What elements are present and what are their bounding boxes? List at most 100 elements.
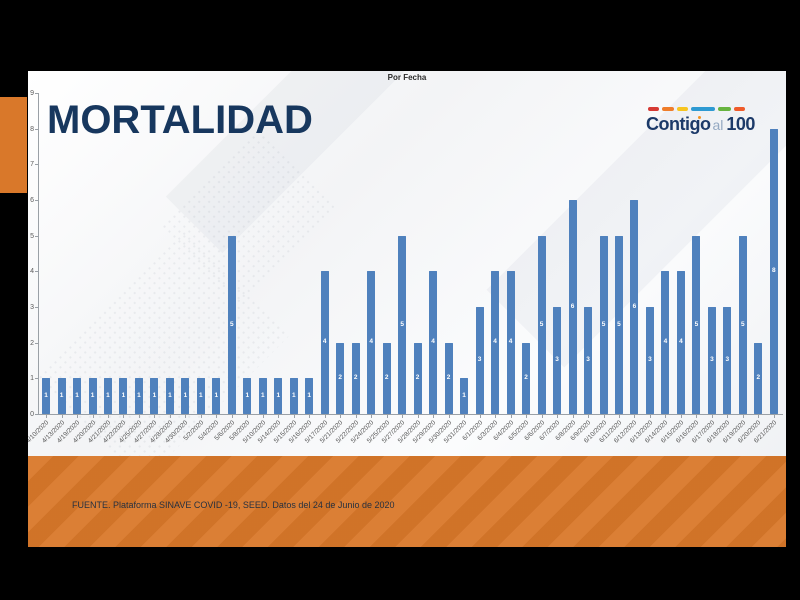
- bar: 2: [336, 342, 345, 414]
- logo-i-dot-accent: [698, 116, 701, 119]
- x-axis-tick-mark: [634, 415, 636, 418]
- source-note: FUENTE. Plataforma SINAVE COVID -19, SEE…: [72, 500, 395, 510]
- bar-value-label: 5: [694, 320, 699, 328]
- x-axis-tick-mark: [262, 415, 264, 418]
- bar: 2: [351, 342, 360, 414]
- bar-value-label: 6: [632, 302, 637, 310]
- x-axis-tick-mark: [742, 415, 744, 418]
- bar: 4: [661, 271, 670, 414]
- logo-dash: [677, 107, 688, 111]
- bar-value-label: 5: [539, 320, 544, 328]
- logo-dash: [718, 107, 731, 111]
- bar-value-label: 1: [462, 391, 466, 399]
- bar-value-label: 3: [477, 356, 482, 364]
- bar-value-label: 5: [740, 320, 745, 328]
- chart-title: Por Fecha: [387, 73, 427, 82]
- x-axis-tick-mark: [603, 415, 605, 418]
- x-axis-tick-mark: [278, 415, 280, 418]
- bar-value-label: 1: [276, 391, 281, 399]
- bar-value-label: 1: [183, 391, 188, 399]
- bar-value-label: 3: [555, 356, 559, 364]
- bar-value-label: 5: [400, 320, 404, 328]
- y-axis-line: [38, 93, 39, 415]
- x-axis-tick-mark: [355, 415, 357, 418]
- x-axis-tick-mark: [464, 415, 466, 418]
- x-axis-tick-mark: [510, 415, 512, 418]
- bar: 1: [196, 378, 205, 414]
- x-axis-tick-mark: [402, 415, 404, 418]
- logo-dash: [662, 107, 674, 111]
- bar: 1: [103, 378, 112, 414]
- bar: 3: [553, 307, 561, 414]
- bar-value-label: 1: [44, 391, 48, 399]
- bar: 1: [212, 378, 221, 414]
- y-axis-tick-label: 1: [30, 375, 34, 383]
- footer-band: FUENTE. Plataforma SINAVE COVID -19, SEE…: [28, 456, 786, 547]
- x-axis-tick-mark: [216, 415, 218, 418]
- x-axis-tick-mark: [649, 415, 651, 418]
- bar: 1: [274, 378, 283, 414]
- bar-value-label: 1: [168, 391, 172, 399]
- bar-value-label: 3: [586, 356, 590, 364]
- x-axis-tick-mark: [541, 415, 543, 418]
- bar: 1: [305, 378, 314, 414]
- bar-chart-plot-area: 0 1 2 3 4 5 6 7 8 9 1 4/10/2020 1 4/13/2020 1 4/19/2020…: [28, 71, 786, 547]
- x-axis-tick-mark: [154, 415, 156, 418]
- bar-value-label: 1: [121, 391, 126, 399]
- x-axis-tick-mark: [371, 415, 373, 418]
- bar-value-label: 2: [446, 374, 451, 382]
- x-axis-tick-mark: [448, 415, 450, 418]
- bar: 5: [537, 235, 546, 415]
- bar: 4: [429, 271, 438, 414]
- bar-value-label: 1: [260, 391, 265, 399]
- bar-value-label: 1: [106, 391, 110, 399]
- x-axis-tick-mark: [123, 415, 125, 418]
- y-axis-tick-mark: [35, 307, 38, 309]
- x-axis-tick-mark: [572, 415, 574, 418]
- y-axis-tick-mark: [35, 414, 38, 415]
- bar: 1: [165, 378, 174, 414]
- x-axis-tick-mark: [324, 415, 326, 418]
- bar: 1: [181, 378, 190, 414]
- bar: 4: [367, 271, 376, 414]
- bar-value-label: 6: [570, 302, 575, 310]
- y-axis-tick-label: 2: [30, 339, 34, 347]
- bar: 1: [57, 378, 66, 414]
- bar: 5: [614, 235, 623, 415]
- logo-text-contigo: Contigo: [646, 114, 711, 134]
- x-axis-tick-mark: [340, 415, 342, 418]
- bar: 5: [599, 235, 608, 415]
- slide-background: Por Fecha 0 1 2 3 4 5 6 7 8 9 1 4/10/2020 1 4/13/2020…: [28, 71, 786, 547]
- logo-text-al: al: [712, 117, 724, 133]
- bar: 6: [630, 200, 639, 414]
- x-axis-tick-mark: [92, 415, 94, 418]
- bar-value-label: 2: [353, 374, 358, 382]
- bar: 1: [150, 378, 159, 414]
- logo-dash: [734, 107, 745, 111]
- x-axis-tick-mark: [46, 415, 47, 418]
- bar-value-label: 4: [508, 338, 513, 346]
- x-axis-line: [38, 414, 783, 415]
- x-axis-tick-mark: [309, 415, 311, 418]
- x-axis-tick-mark: [557, 415, 558, 418]
- bar: 4: [506, 271, 515, 414]
- x-axis-tick-mark: [495, 415, 497, 418]
- bar: 1: [289, 378, 298, 414]
- bar: 1: [243, 378, 252, 414]
- bar-value-label: 2: [384, 374, 389, 382]
- bar: 1: [73, 378, 81, 414]
- bar-value-label: 4: [322, 338, 327, 346]
- x-axis-tick-mark: [61, 415, 63, 418]
- bar-value-label: 1: [214, 391, 219, 399]
- y-axis-tick-label: 4: [30, 268, 34, 276]
- bar: 5: [692, 235, 701, 415]
- bar-value-label: 2: [415, 374, 420, 382]
- bar-value-label: 3: [725, 356, 730, 364]
- y-axis-tick-mark: [35, 93, 38, 95]
- bar: 2: [754, 342, 763, 414]
- bar: 2: [413, 342, 422, 414]
- bar-value-label: 1: [137, 391, 141, 399]
- bar: 1: [119, 378, 128, 414]
- x-axis-tick-mark: [138, 415, 140, 418]
